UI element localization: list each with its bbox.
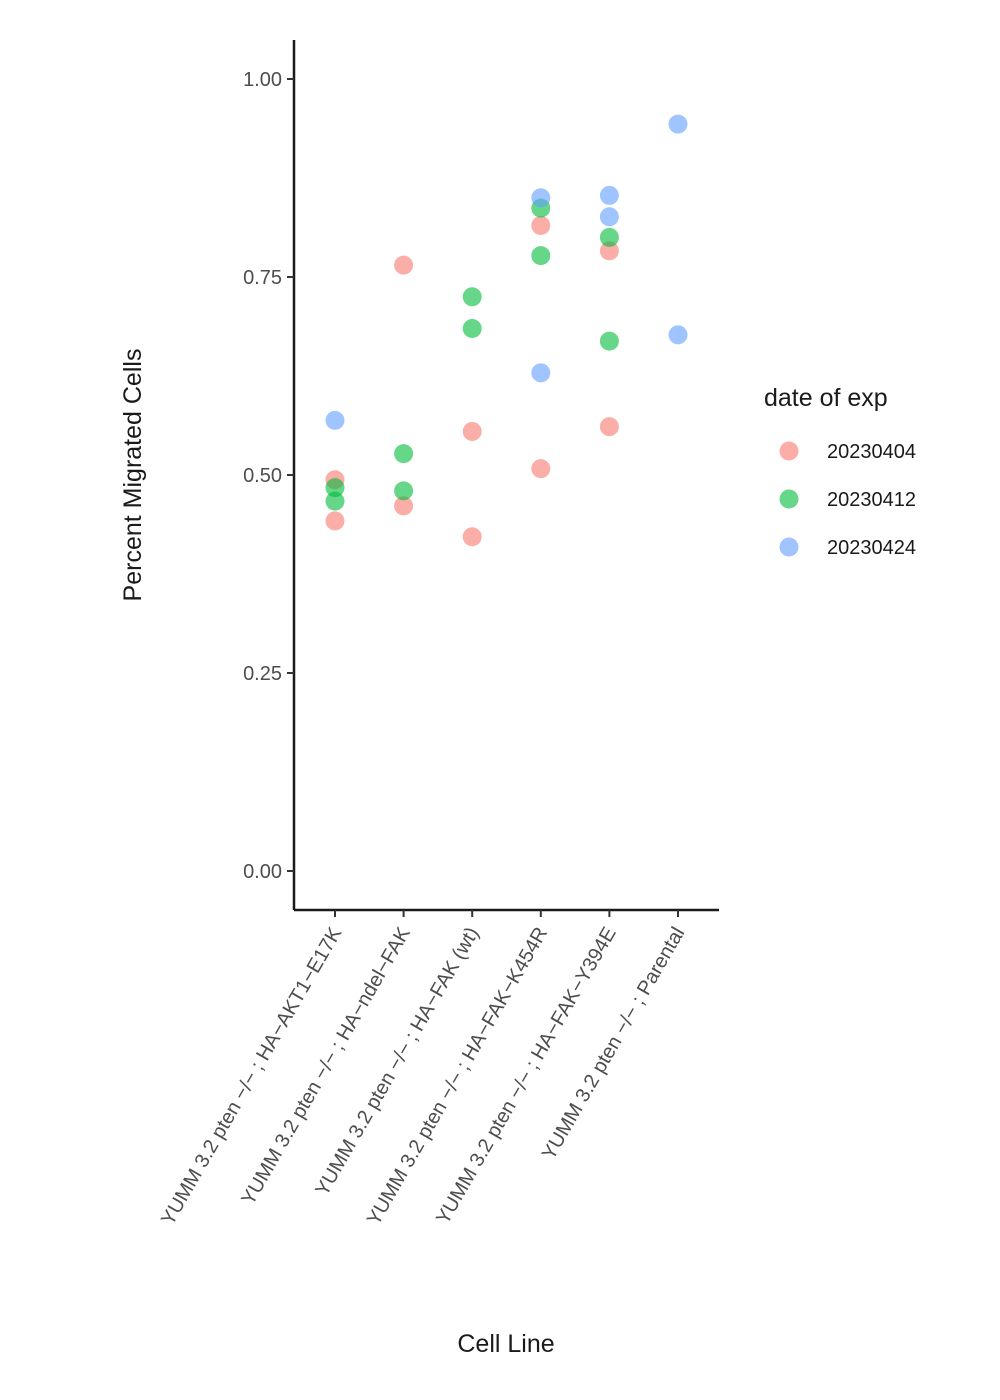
y-tick-label: 0.25 bbox=[243, 663, 282, 685]
data-point-20230424-4 bbox=[599, 207, 619, 227]
data-point-20230424-6 bbox=[668, 325, 688, 345]
data-point-20230424-2 bbox=[531, 363, 551, 383]
data-point-20230412-0 bbox=[325, 478, 345, 498]
legend-label: 20230412 bbox=[827, 489, 916, 511]
data-point-20230412-8 bbox=[599, 227, 619, 247]
data-point-20230412-1 bbox=[325, 491, 345, 511]
x-tick-label: YUMM 3.2 pten −/− ; Parental bbox=[538, 924, 689, 1164]
legend-label: 20230404 bbox=[827, 441, 916, 463]
data-point-20230424-5 bbox=[668, 114, 688, 134]
data-point-20230412-9 bbox=[599, 331, 619, 351]
data-point-20230412-5 bbox=[462, 318, 482, 338]
data-point-20230412-7 bbox=[531, 246, 551, 266]
x-axis-title: Cell Line bbox=[457, 1330, 554, 1358]
plot-area bbox=[325, 114, 688, 547]
data-point-20230404-1 bbox=[325, 511, 345, 531]
data-point-20230404-8 bbox=[599, 241, 619, 261]
data-point-20230412-2 bbox=[394, 444, 414, 464]
legend-key-20230404 bbox=[779, 441, 799, 461]
y-tick-label: 0.75 bbox=[243, 267, 282, 289]
data-point-20230404-5 bbox=[462, 527, 482, 547]
data-point-20230404-9 bbox=[599, 417, 619, 437]
legend-label: 20230424 bbox=[827, 537, 916, 559]
data-point-20230424-3 bbox=[599, 185, 619, 205]
data-point-20230404-7 bbox=[531, 459, 551, 479]
y-tick-label: 0.50 bbox=[243, 465, 282, 487]
data-point-20230404-4 bbox=[462, 421, 482, 441]
data-point-20230424-1 bbox=[531, 188, 551, 208]
axes: 0.00 0.25 0.50 0.75 1.00 YUMM 3.2 pten −/− ; … bbox=[157, 40, 719, 1229]
data-point-20230404-6 bbox=[531, 216, 551, 236]
legend-key-20230412 bbox=[779, 489, 799, 509]
legend-key-20230424 bbox=[779, 537, 799, 557]
data-point-20230404-2 bbox=[394, 255, 414, 275]
data-point-20230412-3 bbox=[394, 481, 414, 501]
data-point-20230404-3 bbox=[394, 496, 414, 516]
data-point-20230412-4 bbox=[462, 287, 482, 307]
y-tick-label: 0.00 bbox=[243, 861, 282, 883]
data-point-20230424-0 bbox=[325, 410, 345, 430]
y-tick-label: 1.00 bbox=[243, 69, 282, 91]
y-axis-title: Percent Migrated Cells bbox=[119, 349, 147, 602]
legend-title: date of exp bbox=[764, 384, 888, 412]
legend: date of exp 20230404 20230412 20230424 bbox=[764, 384, 916, 559]
